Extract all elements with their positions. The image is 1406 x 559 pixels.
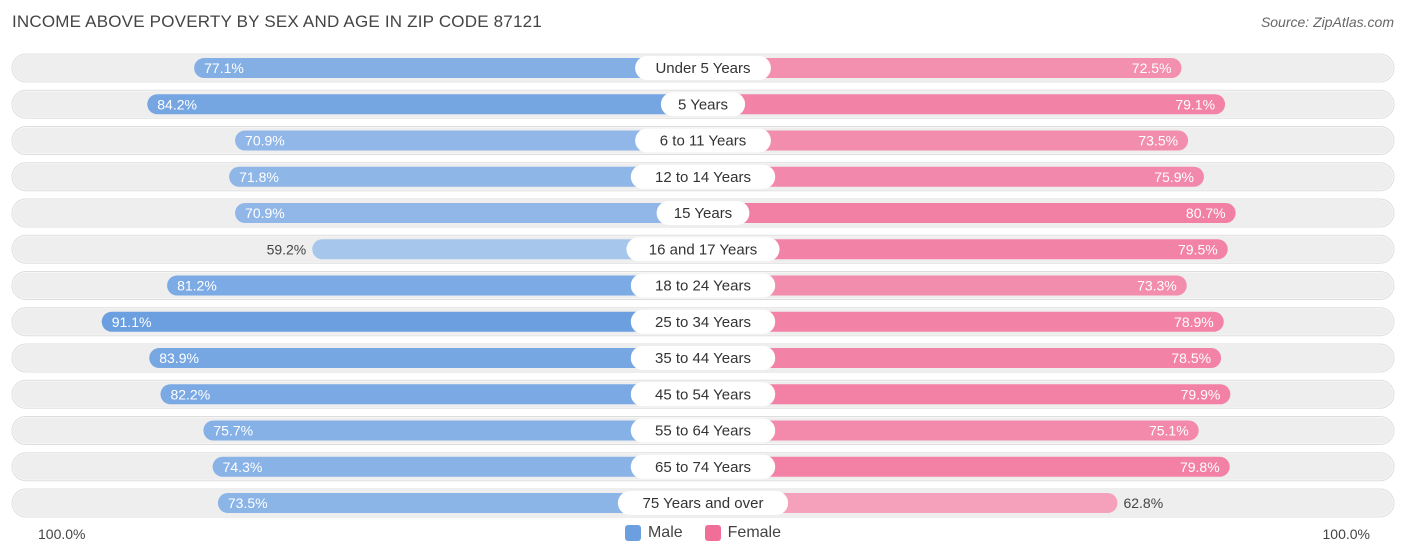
category-label: 15 Years <box>674 205 732 222</box>
category-label: 55 to 64 Years <box>655 423 751 440</box>
category-label: 6 to 11 Years <box>660 133 746 150</box>
female-value-label: 79.1% <box>1175 96 1215 112</box>
female-bar <box>703 420 1199 441</box>
male-value-label: 75.7% <box>213 423 253 439</box>
category-label: 16 and 17 Years <box>649 241 757 258</box>
male-bar <box>235 130 703 151</box>
female-bar <box>703 456 1230 477</box>
male-bar <box>149 348 703 368</box>
category-pill <box>660 92 746 117</box>
female-bar <box>703 311 1224 332</box>
left-axis-label: 100.0% <box>38 526 86 542</box>
source-note: Source: ZipAtlas.com <box>1260 14 1394 30</box>
female-bar <box>703 239 1228 260</box>
category-label: 45 to 54 Years <box>655 386 751 403</box>
category-pill <box>630 346 776 370</box>
legend-male-label: Male <box>647 524 683 541</box>
female-value-label: 79.5% <box>1178 241 1218 257</box>
legend-item-female: Female <box>704 524 782 542</box>
male-bar <box>101 311 704 332</box>
legend-female-label: Female <box>727 524 782 541</box>
male-bar <box>229 166 703 187</box>
female-bar <box>703 384 1231 405</box>
female-bar <box>703 493 1118 513</box>
female-value-label: 62.8% <box>1123 495 1163 511</box>
female-value-label: 80.7% <box>1186 205 1226 221</box>
category-label: Under 5 Years <box>655 60 750 77</box>
female-value-label: 79.9% <box>1181 386 1221 402</box>
male-bar <box>217 493 703 513</box>
female-bar <box>703 58 1182 78</box>
female-bar <box>703 348 1222 368</box>
male-value-label: 81.2% <box>177 278 217 294</box>
female-bar <box>703 275 1187 296</box>
female-value-label: 72.5% <box>1132 60 1172 76</box>
female-value-label: 78.5% <box>1171 350 1211 366</box>
right-axis-label: 100.0% <box>1322 526 1370 542</box>
category-label: 12 to 14 Years <box>655 169 751 186</box>
category-pill <box>626 237 780 262</box>
male-bar <box>194 58 703 78</box>
category-pill <box>630 382 776 407</box>
male-swatch <box>624 525 641 541</box>
male-value-label: 74.3% <box>223 459 263 475</box>
male-bar <box>160 384 704 405</box>
male-bar <box>235 203 703 223</box>
female-value-label: 78.9% <box>1174 314 1214 330</box>
category-pill <box>630 418 776 443</box>
male-value-label: 70.9% <box>245 205 285 221</box>
female-value-label: 79.8% <box>1180 459 1220 475</box>
category-label: 65 to 74 Years <box>655 459 751 476</box>
male-bar <box>147 94 703 115</box>
category-label: 25 to 34 Years <box>655 314 751 331</box>
female-bar <box>703 94 1226 115</box>
male-value-label: 70.9% <box>245 133 285 149</box>
male-bar <box>203 420 703 441</box>
legend: Male Female <box>0 524 1406 542</box>
category-label: 75 Years and over <box>643 495 764 512</box>
male-bar <box>167 275 703 296</box>
category-pill <box>630 164 776 189</box>
male-value-label: 82.2% <box>170 386 210 402</box>
female-bar <box>703 130 1189 151</box>
female-value-label: 75.9% <box>1154 169 1194 185</box>
poverty-bar-chart: 77.1% 72.5% Under 5 Years 84.2% 79.1% 5 Years… <box>11 53 1395 518</box>
female-bar <box>703 203 1236 223</box>
male-value-label: 59.2% <box>267 241 307 257</box>
category-pill <box>630 454 776 479</box>
category-pill <box>635 128 771 153</box>
female-value-label: 73.3% <box>1137 278 1177 294</box>
male-value-label: 77.1% <box>204 60 244 76</box>
legend-item-male: Male <box>624 524 683 542</box>
male-value-label: 71.8% <box>239 169 279 185</box>
female-value-label: 75.1% <box>1149 423 1189 439</box>
category-label: 18 to 24 Years <box>655 278 751 295</box>
category-pill <box>617 491 789 515</box>
female-swatch <box>704 525 721 541</box>
male-value-label: 84.2% <box>157 96 197 112</box>
male-bar <box>312 239 703 260</box>
chart-title: INCOME ABOVE POVERTY BY SEX AND AGE IN Z… <box>12 12 542 31</box>
category-pill <box>635 56 771 80</box>
category-label: 5 Years <box>678 96 728 113</box>
category-label: 35 to 44 Years <box>655 350 751 367</box>
male-bar <box>212 456 703 477</box>
female-bar <box>703 166 1204 187</box>
male-value-label: 91.1% <box>112 314 152 330</box>
category-pill <box>630 273 776 298</box>
category-pill <box>630 309 776 334</box>
category-pill <box>656 201 750 225</box>
female-value-label: 73.5% <box>1138 133 1178 149</box>
male-value-label: 73.5% <box>228 495 268 511</box>
male-value-label: 83.9% <box>159 350 199 366</box>
